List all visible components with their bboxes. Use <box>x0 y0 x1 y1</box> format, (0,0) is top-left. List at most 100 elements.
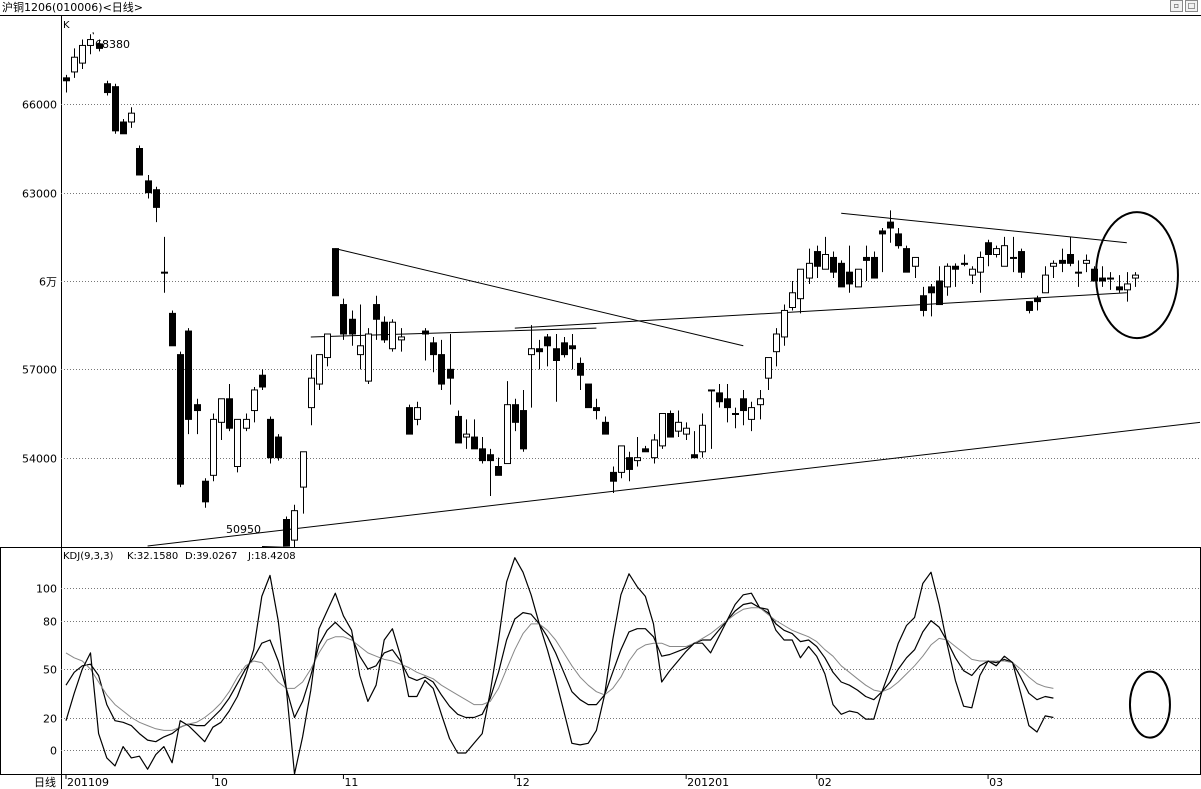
candle <box>1124 272 1131 302</box>
candle-body-down <box>96 43 103 49</box>
candle-body-up <box>128 112 135 123</box>
candle <box>324 333 331 367</box>
candle <box>985 239 992 267</box>
candle-body-down <box>430 342 437 356</box>
candle-body-down <box>104 83 111 94</box>
candle-body-up <box>732 413 739 415</box>
candle-body-down <box>1018 251 1025 273</box>
candle <box>455 410 462 444</box>
candle <box>781 304 788 346</box>
candle-body-up <box>773 333 780 353</box>
candle-body-down <box>585 383 592 409</box>
highlight-circles <box>1094 211 1179 739</box>
kdj-panel-label: KDJ(9,3,3) <box>63 551 114 562</box>
candle-body-down <box>936 280 943 306</box>
candle-body-up <box>365 333 372 382</box>
candle <box>495 457 502 476</box>
candle-body-down <box>340 304 347 335</box>
candle <box>487 448 494 496</box>
kdj-k-value: K:32.1580 <box>127 551 178 562</box>
axis-labels: 66000 63000 6万 57000 54000 100 80 50 20 0 201109 10… <box>22 99 1003 789</box>
candle <box>177 351 184 488</box>
candle-body-up <box>1010 256 1017 259</box>
candle <box>259 369 266 390</box>
candle-body-down <box>63 77 70 82</box>
candle <box>504 381 511 465</box>
candle <box>561 336 568 358</box>
candle <box>1034 295 1041 311</box>
candle <box>871 251 878 279</box>
kdj-gridlines <box>61 588 1200 751</box>
candle <box>993 245 1000 258</box>
candle-body-up <box>944 265 951 288</box>
kdj-tick-label: 50 <box>43 664 57 677</box>
candle <box>398 328 405 352</box>
candle <box>430 336 437 373</box>
candle <box>316 354 323 390</box>
candle <box>740 389 747 426</box>
candle-body-down <box>283 519 290 547</box>
candle-body-up <box>234 418 241 467</box>
time-tick-label: 201201 <box>687 776 729 789</box>
candle-body-down <box>879 230 886 235</box>
candle-body-down <box>724 398 731 409</box>
candle <box>226 384 233 432</box>
candle-body-down <box>838 262 845 288</box>
price-tick-label: 63000 <box>22 188 57 201</box>
kdj-d-value: D:39.0267 <box>185 551 237 562</box>
candle <box>447 334 454 405</box>
candle-body-down <box>512 404 519 423</box>
candle-body-up <box>463 433 470 438</box>
candle-body-down <box>716 392 723 403</box>
price-tick-label: 54000 <box>22 453 57 466</box>
candle <box>463 419 470 449</box>
candle-body-up <box>822 254 829 270</box>
candle <box>373 295 380 340</box>
trendline <box>147 421 1201 547</box>
candle <box>528 325 535 408</box>
candle-body-up <box>357 345 364 356</box>
candle <box>479 437 486 464</box>
candle <box>332 248 339 297</box>
candle <box>944 263 951 296</box>
candle-body-down <box>1099 277 1106 282</box>
candle <box>830 251 837 279</box>
candle-body-down <box>194 404 201 412</box>
candle-body-down <box>626 457 633 470</box>
candle <box>863 245 870 281</box>
time-tick-label: 11 <box>344 776 358 789</box>
candle <box>87 34 94 55</box>
candle-body-down <box>985 242 992 256</box>
candle <box>349 310 356 346</box>
candle-body-up <box>79 44 86 64</box>
candle <box>218 398 225 440</box>
candle <box>283 516 290 547</box>
candle-body-up <box>708 389 715 392</box>
candle <box>716 384 723 408</box>
candle <box>732 407 739 429</box>
candle <box>618 445 625 479</box>
candle-body-down <box>226 398 233 429</box>
candle <box>202 478 209 508</box>
candle <box>389 319 396 352</box>
candle-body-down <box>1034 298 1041 303</box>
candle-body-down <box>259 374 266 388</box>
candle-body-down <box>202 480 209 503</box>
time-axis-name: 日线 <box>34 775 56 789</box>
candle <box>895 228 902 249</box>
candle-body-down <box>593 407 600 412</box>
maximize-window-icon[interactable]: □ <box>1185 0 1198 12</box>
restore-window-icon[interactable]: ▫ <box>1170 0 1183 12</box>
candle <box>544 334 551 367</box>
candle <box>667 410 674 438</box>
candle-body-down <box>920 295 927 311</box>
candle <box>659 413 666 449</box>
candlestick-series <box>63 34 1139 548</box>
candle-body-down <box>438 354 445 385</box>
candle <box>381 316 388 343</box>
candle <box>185 328 192 435</box>
candle <box>308 354 315 426</box>
candle-body-up <box>316 354 323 385</box>
candle-body-down <box>145 180 152 194</box>
